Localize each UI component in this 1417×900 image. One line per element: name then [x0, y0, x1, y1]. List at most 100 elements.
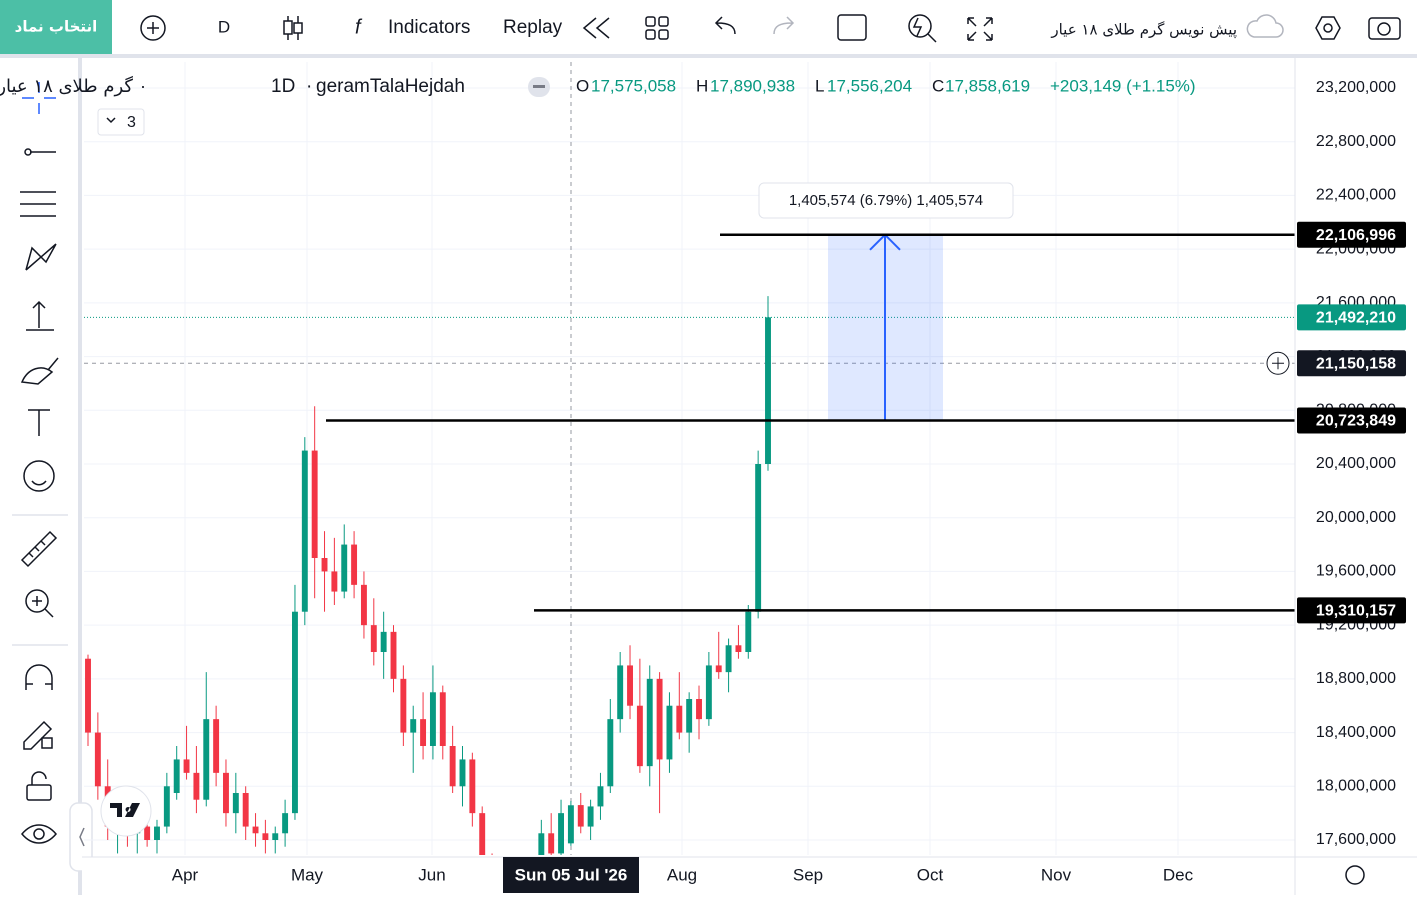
low-label: L: [815, 76, 824, 95]
magnet-tool[interactable]: [25, 664, 53, 690]
collapse-icon: [79, 827, 85, 847]
projection-tool[interactable]: [26, 300, 54, 331]
change-value: +203,149 (+1.15%): [1050, 76, 1196, 95]
candle-body: [360, 584, 367, 626]
legend-separator: ·: [306, 76, 312, 97]
candle-body: [213, 719, 220, 773]
y-tick-label: 19,600,000: [1316, 563, 1396, 580]
indicator-count: 3: [127, 114, 136, 131]
candle-body: [666, 705, 673, 760]
pattern-tool[interactable]: [25, 243, 57, 271]
candle-body: [410, 719, 417, 733]
last-price-label-bg: [1297, 304, 1406, 331]
candle-body: [765, 317, 771, 464]
candle-body: [686, 698, 693, 733]
last-price-label: 21,492,210: [1316, 310, 1396, 327]
hide-tool[interactable]: [21, 824, 57, 844]
candle-body: [163, 786, 170, 827]
snapshot-icon: [1377, 22, 1391, 36]
candle-body: [705, 665, 712, 720]
crosshair-tool[interactable]: [22, 82, 56, 114]
candle-body: [479, 813, 486, 855]
open-label: O: [576, 76, 589, 95]
y-tick-label: 18,400,000: [1316, 724, 1396, 741]
candle-body: [321, 557, 328, 572]
collapse-toolbar-button[interactable]: [69, 802, 93, 872]
fullscreen-button[interactable]: [967, 17, 993, 41]
legend-collapse-icon: [533, 85, 545, 88]
add-symbol-button[interactable]: [140, 15, 166, 41]
candle-body: [262, 833, 269, 841]
legend-interval: 1D: [271, 76, 295, 97]
quick-search-button[interactable]: [908, 14, 932, 38]
candle-body: [725, 645, 732, 673]
y-tick-label: 18,000,000: [1316, 778, 1396, 795]
candle-body: [144, 826, 151, 841]
fullscreen-box-button[interactable]: [837, 14, 867, 41]
x-tick-label: Sep: [793, 865, 823, 884]
close-label: C: [932, 76, 944, 95]
lock-drawing-tool[interactable]: [23, 720, 53, 750]
indicators-toggle[interactable]: [97, 108, 145, 136]
candle-body: [597, 786, 604, 807]
cloud-save-button[interactable]: [1246, 14, 1284, 38]
candle-body: [154, 826, 160, 841]
x-tick-label: May: [291, 865, 324, 884]
candle-body: [94, 732, 101, 787]
ruler-tool[interactable]: [20, 530, 58, 568]
text-tool[interactable]: [28, 409, 50, 436]
zoom-tool[interactable]: [25, 589, 49, 613]
layout-button[interactable]: [645, 16, 669, 40]
indicators-button[interactable]: Indicators: [388, 17, 470, 38]
candle-icon: [283, 20, 293, 35]
candle-body: [587, 806, 594, 827]
icon-tool[interactable]: [23, 460, 55, 492]
top-toolbar: انتخاب نماد D f Indicators Replay پیش نو…: [0, 0, 1417, 58]
tool-icon: [33, 828, 45, 840]
layout-title: پیش نویس گرم طلای ۱۸ عیار: [1050, 21, 1237, 40]
crosshair-price-label-bg: [1297, 350, 1406, 377]
price-axis: [1295, 58, 1417, 895]
logo: [100, 785, 152, 837]
candle-body: [252, 826, 259, 834]
y-tick-label: 20,400,000: [1316, 455, 1396, 472]
open-value: 17,575,058: [591, 76, 676, 95]
candle-body: [548, 833, 555, 854]
replay-button[interactable]: Replay: [503, 17, 563, 38]
price-range-label: 1,405,574 (6.79%) 1,405,574: [789, 192, 983, 209]
indicators-icon: f: [355, 16, 363, 38]
logo-mark: [110, 803, 140, 817]
symbol-button[interactable]: [0, 0, 112, 54]
candle-body: [272, 833, 279, 841]
candle-body: [449, 745, 456, 787]
candle-body: [577, 805, 584, 827]
lock-tool[interactable]: [26, 784, 52, 801]
left-toolbar: [12, 58, 93, 895]
fib-tool[interactable]: [20, 191, 56, 217]
candle-body: [696, 698, 702, 720]
candle-body: [341, 544, 348, 592]
brush-tool[interactable]: [20, 357, 59, 385]
level-label: 20,723,849: [1316, 413, 1396, 430]
settings-button[interactable]: [1315, 16, 1341, 40]
plot-area: 1,405,574 (6.79%) 1,405,574 23,200,000 22,…: [82, 58, 1417, 895]
candle-body: [538, 833, 545, 855]
y-tick-label: 18,800,000: [1316, 670, 1396, 687]
interval-button[interactable]: D: [218, 17, 230, 36]
snapshot-button[interactable]: [1368, 17, 1401, 40]
axis-settings-button[interactable]: [1345, 865, 1365, 885]
level-label-bg: [1297, 221, 1406, 248]
undo-button[interactable]: [714, 16, 736, 35]
redo-button[interactable]: [773, 16, 795, 35]
candle-body: [193, 772, 200, 800]
candle-body: [282, 813, 289, 834]
legend-separator: ·: [140, 76, 146, 96]
price-range-label-box: [758, 182, 1014, 219]
settings-icon: [1323, 23, 1333, 33]
candle-body: [420, 719, 427, 746]
tool-icon: [24, 148, 32, 156]
high-value: 17,890,938: [710, 76, 795, 95]
y-tick-label: 17,600,000: [1316, 831, 1396, 848]
candle-body: [429, 692, 436, 746]
x-tick-label: Dec: [1163, 865, 1194, 884]
